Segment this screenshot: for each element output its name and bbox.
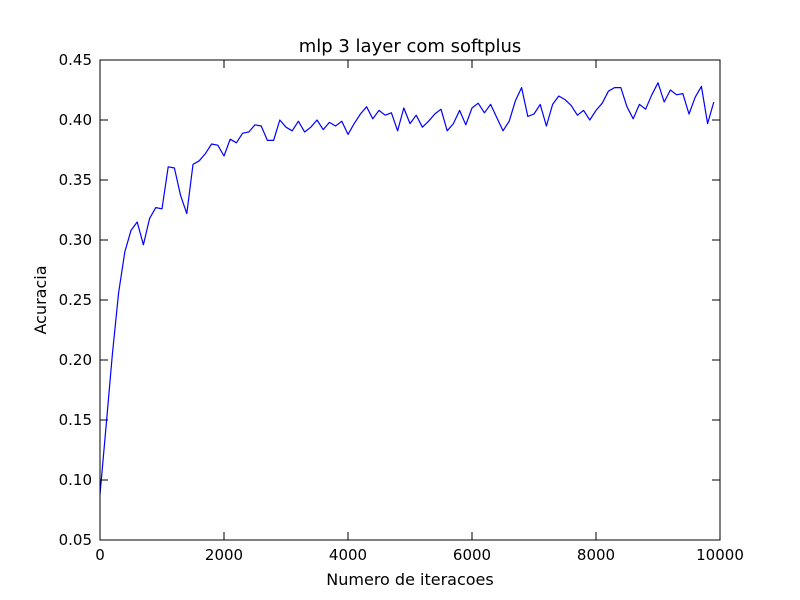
x-tick-label: 2000	[205, 546, 243, 564]
y-tick-label: 0.20	[59, 351, 92, 369]
y-tick-label: 0.45	[59, 51, 92, 69]
chart-title: mlp 3 layer com softplus	[299, 36, 522, 57]
x-axis-label: Numero de iteracoes	[326, 570, 493, 589]
y-tick-label: 0.10	[59, 471, 92, 489]
y-tick-label: 0.40	[59, 111, 92, 129]
y-tick-label: 0.25	[59, 291, 92, 309]
x-tick-label: 0	[95, 546, 105, 564]
y-tick-label: 0.35	[59, 171, 92, 189]
series-line-0	[99, 82, 715, 495]
y-tick-label: 0.30	[59, 231, 92, 249]
x-tick-label: 4000	[329, 546, 367, 564]
plot-area: 0 2000 4000 6000 8000 10000 0.05 0.10 0.15 0.20 0.…	[59, 51, 744, 564]
x-tick-label: 8000	[577, 546, 615, 564]
y-axis-label: Acuracia	[31, 265, 50, 334]
y-tick-label: 0.15	[59, 411, 92, 429]
y-tick-label: 0.05	[59, 531, 92, 549]
x-tick-label: 6000	[453, 546, 491, 564]
x-tick-label: 10000	[696, 546, 744, 564]
